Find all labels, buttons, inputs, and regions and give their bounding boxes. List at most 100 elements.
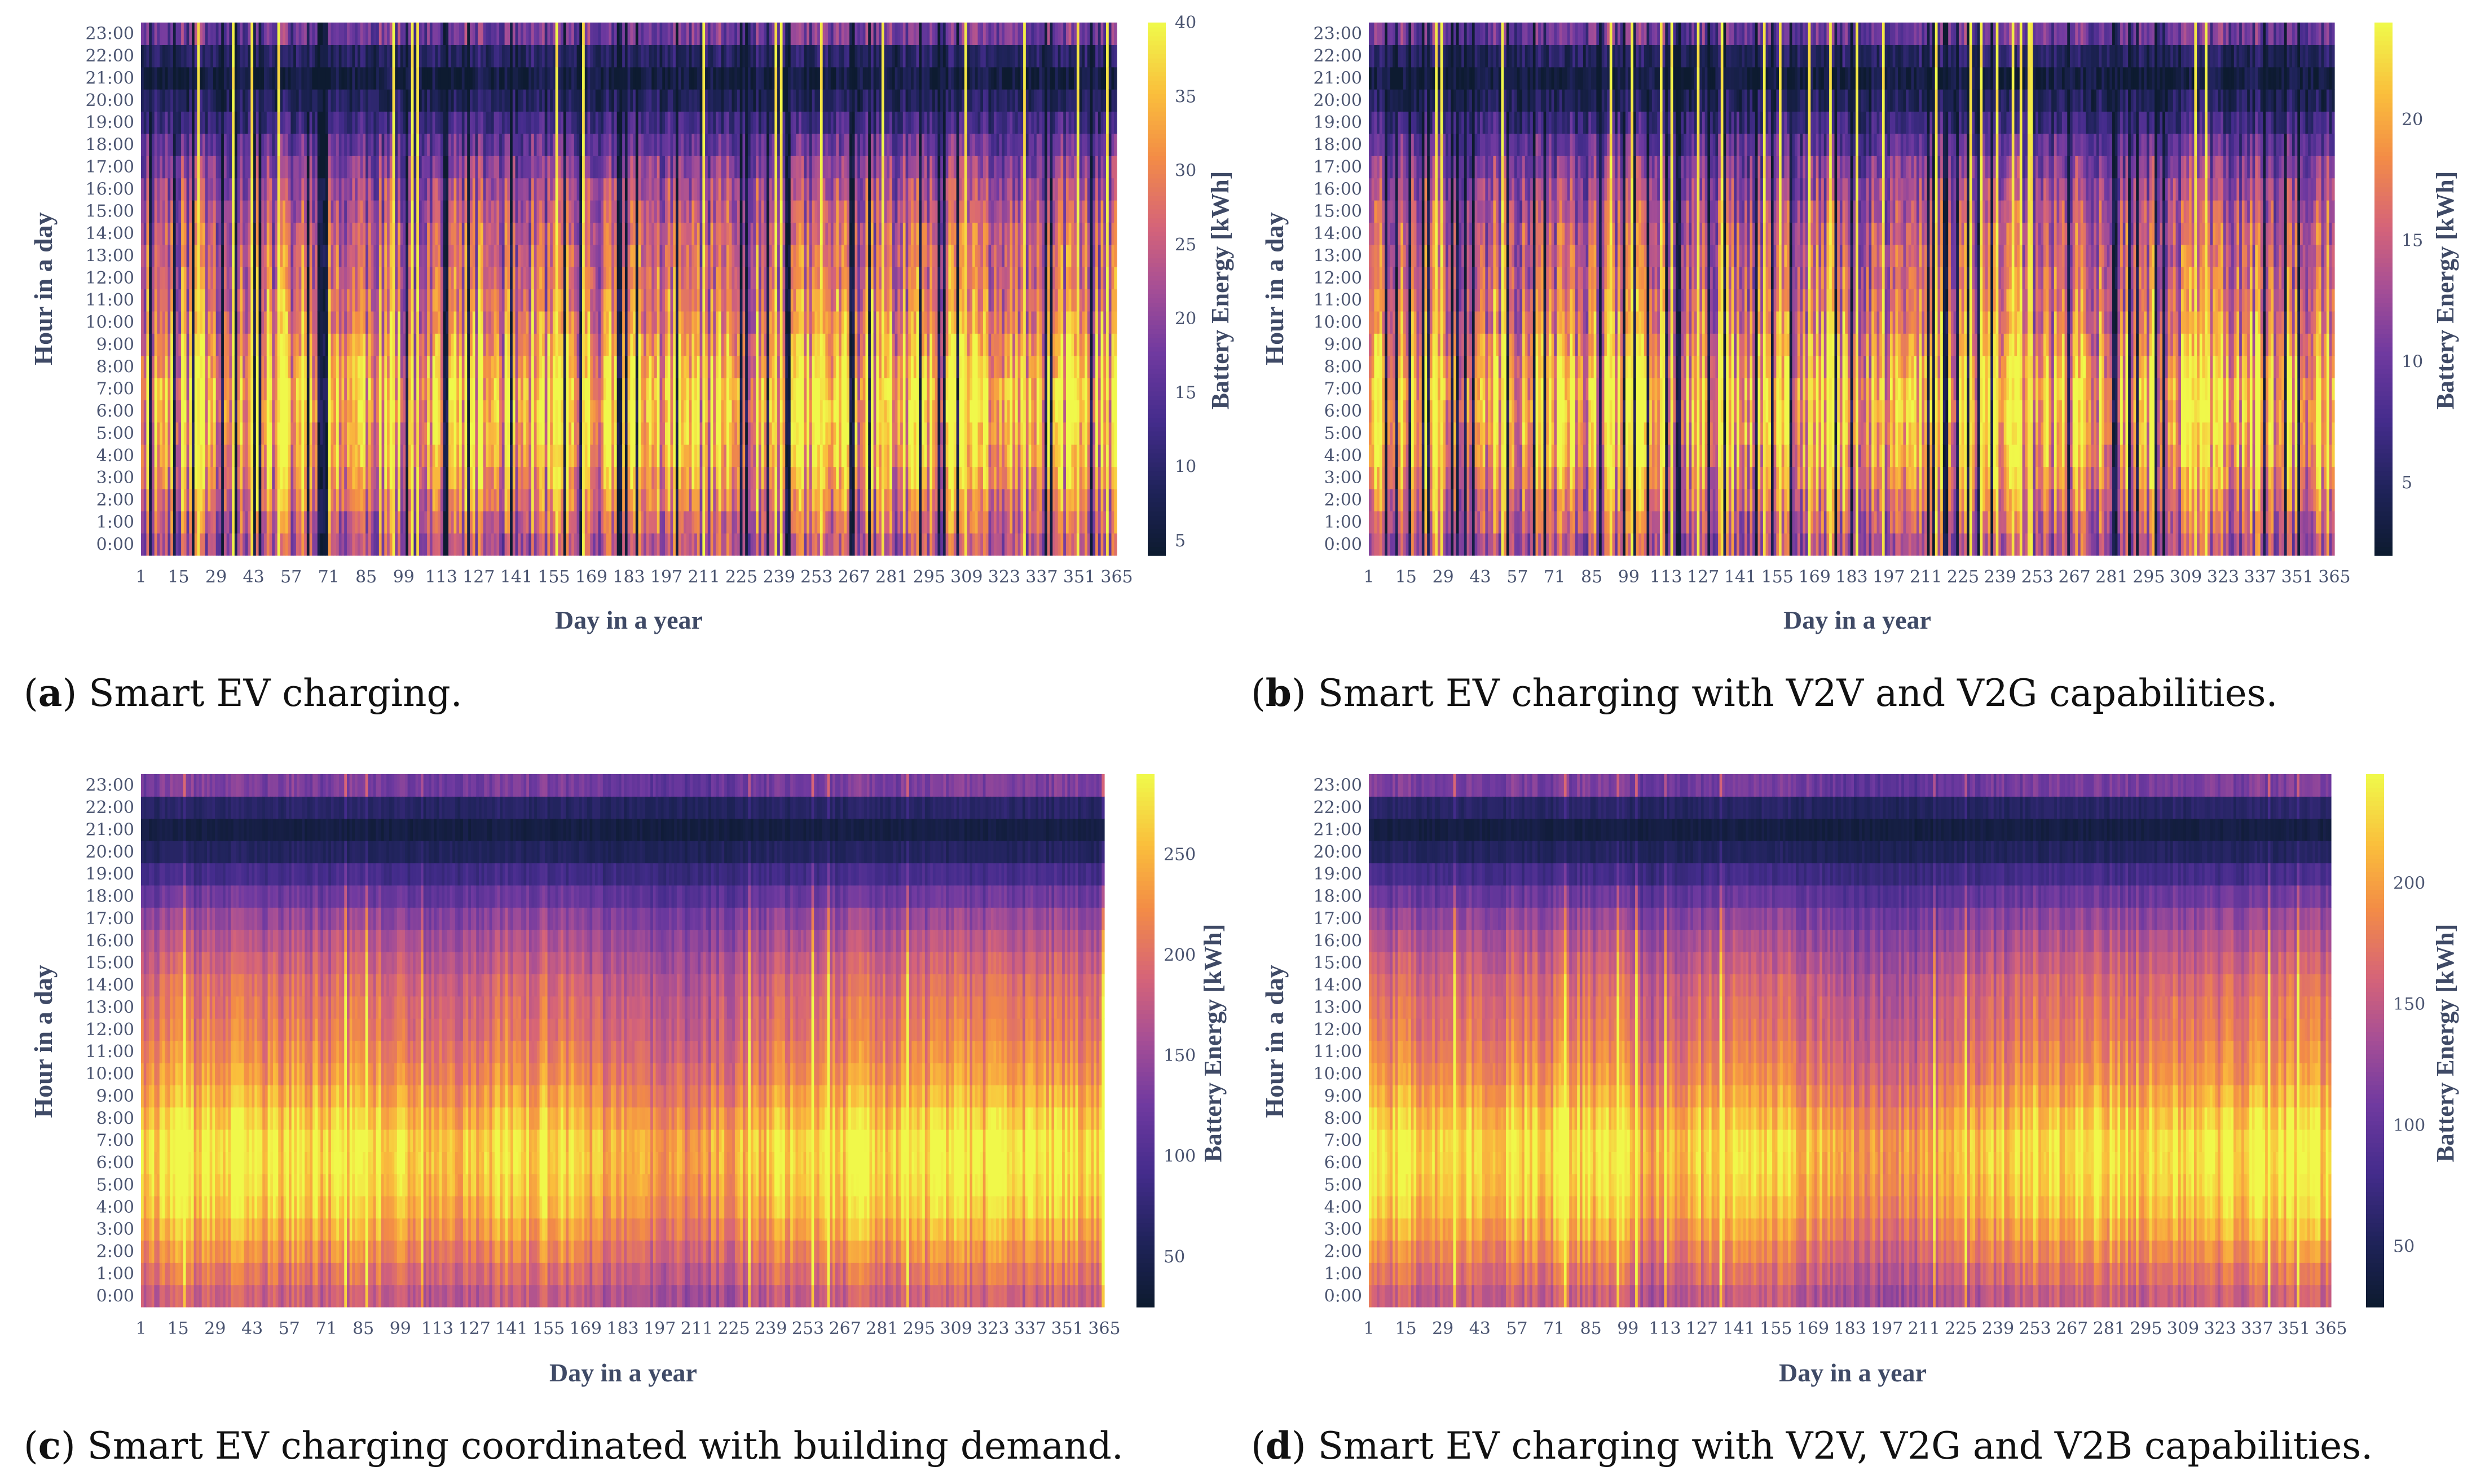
heatmap-cell xyxy=(561,89,564,112)
heatmap-cell xyxy=(173,178,177,201)
heatmap-cell xyxy=(670,400,673,423)
heatmap-cell xyxy=(475,466,478,489)
heatmap-cell xyxy=(269,178,272,201)
heatmap-cell xyxy=(165,466,168,489)
heatmap-cell xyxy=(424,111,428,134)
heatmap-cell xyxy=(534,289,538,312)
heatmap-cell xyxy=(678,400,682,423)
heatmap-cell xyxy=(266,311,270,334)
heatmap-cell xyxy=(258,355,262,378)
heatmap-cell xyxy=(406,244,409,267)
heatmap-cell xyxy=(309,222,312,245)
heatmap-cell xyxy=(333,289,337,312)
heatmap-cell xyxy=(381,156,385,179)
heatmap-cell xyxy=(453,178,457,201)
heatmap-cell xyxy=(649,511,652,534)
heatmap-cell xyxy=(341,244,345,267)
heatmap-cell xyxy=(240,289,243,312)
heatmap-cell xyxy=(413,111,417,134)
heatmap-cell xyxy=(192,89,195,112)
heatmap-cell xyxy=(178,422,182,445)
heatmap-cell xyxy=(662,333,666,356)
heatmap-cell xyxy=(622,422,625,445)
heatmap-cell xyxy=(534,422,538,445)
heatmap-cell xyxy=(229,244,232,267)
heatmap-cell xyxy=(622,133,625,156)
heatmap-cell xyxy=(376,111,380,134)
heatmap-cell xyxy=(475,533,478,556)
heatmap-cell xyxy=(496,133,500,156)
heatmap-cell xyxy=(694,333,698,356)
heatmap-cell xyxy=(170,355,174,378)
heatmap-cell xyxy=(606,156,610,179)
heatmap-cell xyxy=(558,178,561,201)
heatmap-cell xyxy=(323,355,326,378)
heatmap-cell xyxy=(424,178,428,201)
heatmap-cell xyxy=(363,422,366,445)
heatmap-cell xyxy=(280,422,283,445)
heatmap-cell xyxy=(541,444,545,467)
heatmap-cell xyxy=(627,333,631,356)
heatmap-cell xyxy=(173,378,177,400)
heatmap-cell xyxy=(197,178,200,201)
heatmap-cell xyxy=(245,244,249,267)
heatmap-cell xyxy=(170,378,174,400)
heatmap-cell xyxy=(269,222,272,245)
heatmap-cell xyxy=(215,244,219,267)
heatmap-cell xyxy=(651,466,655,489)
heatmap-cell xyxy=(609,45,612,68)
heatmap-cell xyxy=(317,178,321,201)
heatmap-cell xyxy=(561,444,564,467)
heatmap-cell xyxy=(384,244,387,267)
heatmap-cell xyxy=(435,488,438,511)
heatmap-cell xyxy=(582,511,585,534)
heatmap-cell xyxy=(331,533,334,556)
heatmap-cell xyxy=(619,533,623,556)
heatmap-cell xyxy=(659,89,663,112)
heatmap-cell xyxy=(469,311,473,334)
heatmap-cell xyxy=(512,133,516,156)
heatmap-cell xyxy=(667,422,671,445)
heatmap-cell xyxy=(587,200,591,223)
heatmap-cell xyxy=(606,355,610,378)
heatmap-cell xyxy=(539,488,543,511)
heatmap-cell xyxy=(541,533,545,556)
heatmap-cell xyxy=(635,400,639,423)
heatmap-cell xyxy=(421,133,425,156)
heatmap-cell xyxy=(475,355,478,378)
heatmap-cell xyxy=(531,355,535,378)
heatmap-cell xyxy=(472,466,476,489)
heatmap-cell xyxy=(365,178,369,201)
heatmap-cell xyxy=(221,156,224,179)
heatmap-cell xyxy=(261,488,265,511)
heatmap-cell xyxy=(582,178,585,201)
heatmap-cell xyxy=(245,422,249,445)
heatmap-cell xyxy=(331,488,334,511)
heatmap-cell xyxy=(157,311,160,334)
heatmap-cell xyxy=(373,222,377,245)
heatmap-cell xyxy=(285,511,289,534)
heatmap-cell xyxy=(165,355,168,378)
heatmap-cell xyxy=(480,267,484,290)
heatmap-cell xyxy=(590,45,593,68)
heatmap-cell xyxy=(304,355,307,378)
heatmap-cell xyxy=(550,67,553,90)
heatmap-cell xyxy=(389,466,393,489)
heatmap-cell xyxy=(274,178,278,201)
heatmap-cell xyxy=(248,267,251,290)
heatmap-cell xyxy=(633,133,636,156)
heatmap-cell xyxy=(662,89,666,112)
heatmap-cell xyxy=(285,289,289,312)
heatmap-cell xyxy=(378,466,382,489)
heatmap-cell xyxy=(456,267,460,290)
heatmap-cell xyxy=(248,23,251,45)
heatmap-cell xyxy=(277,200,281,223)
heatmap-cell xyxy=(413,511,417,534)
heatmap-cell xyxy=(398,533,401,556)
heatmap-cell xyxy=(443,355,446,378)
heatmap-cell xyxy=(296,267,299,290)
heatmap-cell xyxy=(526,267,529,290)
heatmap-cell xyxy=(424,533,428,556)
heatmap-cell xyxy=(346,23,350,45)
heatmap-cell xyxy=(349,466,353,489)
